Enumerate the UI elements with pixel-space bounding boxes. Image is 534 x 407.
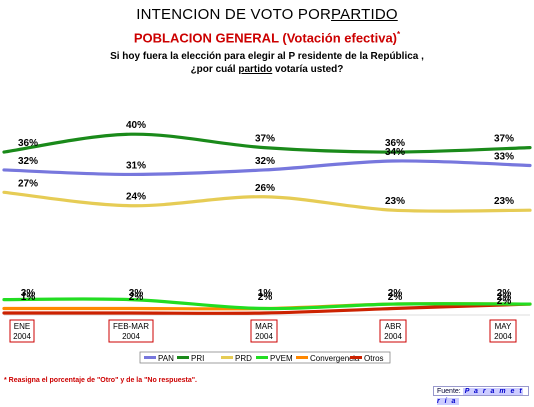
data-label-prd: 26%	[255, 183, 275, 194]
category-year: 2004	[384, 332, 402, 341]
series-line-prd	[2, 190, 532, 213]
data-label-pvem: 1%	[258, 288, 273, 299]
legend-label-otros: Otros	[364, 354, 384, 363]
data-label-convergencia: 2%	[129, 292, 144, 303]
category-year: 2004	[122, 332, 140, 341]
series-line-pvem	[2, 297, 532, 311]
category-box	[9, 319, 35, 343]
category-label: ABR	[385, 322, 402, 331]
data-label-prd: 23%	[385, 196, 405, 207]
legend-label-prd: PRD	[235, 354, 252, 363]
data-label-pvem: 3%	[129, 288, 144, 299]
data-label-convergencia: 2%	[258, 292, 273, 303]
data-label-pvem: 3%	[21, 288, 36, 299]
category-label: MAY	[495, 322, 512, 331]
legend-label-pan: PAN	[158, 354, 174, 363]
chart-title: INTENCION DE VOTO PORPARTIDO	[136, 6, 398, 23]
category-label: FEB-MAR	[113, 322, 149, 331]
chart-subtitle: POBLACION GENERAL (Votación efectiva)*	[133, 30, 401, 46]
data-label-convergencia: 2%	[497, 292, 512, 303]
data-label-pvem: 2%	[388, 288, 403, 299]
data-label-pan: 32%	[255, 156, 275, 167]
legend-label-convergencia: Convergencia	[310, 354, 360, 363]
data-label-prd: 24%	[126, 192, 146, 203]
footnote: * Reasigna el porcentaje de "Otro" y de …	[4, 377, 198, 384]
series-line-pan	[2, 159, 532, 177]
category-box	[489, 319, 517, 343]
data-label-pan: 31%	[126, 160, 146, 171]
legend-label-pri: PRI	[191, 354, 204, 363]
data-label-prd: 23%	[494, 196, 514, 207]
category-box	[250, 319, 278, 343]
data-label-prd: 27%	[18, 178, 38, 189]
category-box	[108, 319, 154, 343]
data-label-pri: 37%	[255, 134, 275, 145]
series-line-pri	[2, 132, 532, 154]
data-label-convergencia: 2%	[388, 292, 403, 303]
data-label-pvem: 2%	[497, 288, 512, 299]
data-label-pri: 40%	[126, 120, 146, 131]
data-label-pri: 37%	[494, 134, 514, 145]
category-year: 2004	[494, 332, 512, 341]
data-label-convergencia: 1%	[21, 292, 36, 303]
data-label-pan: 34%	[385, 147, 405, 158]
legend-label-pvem: PVEM	[270, 354, 293, 363]
data-label-otros: 2%	[497, 296, 512, 307]
survey-question: Si hoy fuera la elección para elegir al …	[110, 51, 424, 75]
category-year: 2004	[13, 332, 31, 341]
category-year: 2004	[255, 332, 273, 341]
data-label-pan: 33%	[494, 151, 514, 162]
data-label-pri: 36%	[18, 138, 38, 149]
data-label-pan: 32%	[18, 156, 38, 167]
data-label-pri: 36%	[385, 138, 405, 149]
category-box	[379, 319, 407, 343]
category-label: ENE	[14, 322, 30, 331]
series-line-otros	[2, 302, 532, 315]
category-label: MAR	[255, 322, 273, 331]
source-box: Fuente: P a r a m e t r í a	[433, 386, 529, 405]
